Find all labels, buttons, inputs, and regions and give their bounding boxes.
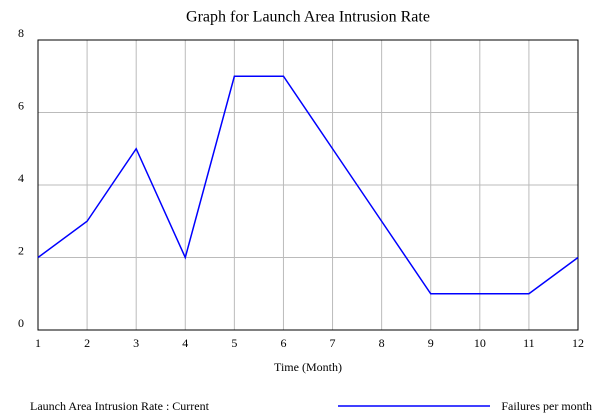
x-tick-label: 9: [428, 336, 434, 350]
x-tick-label: 2: [84, 336, 90, 350]
x-tick-label: 5: [231, 336, 237, 350]
x-tick-label: 10: [474, 336, 486, 350]
x-tick-label: 6: [280, 336, 286, 350]
y-tick-label: 8: [18, 26, 24, 40]
y-tick-label: 2: [18, 243, 24, 257]
data-line: [37, 75, 579, 295]
x-axis-label: Time (Month): [274, 360, 342, 374]
x-tick-label: 3: [133, 336, 139, 350]
y-tick-label: 0: [18, 316, 24, 330]
x-tick-label: 8: [379, 336, 385, 350]
legend-units: Failures per month: [501, 399, 592, 413]
legend-label: Launch Area Intrusion Rate : Current: [30, 399, 210, 413]
x-tick-label: 1: [35, 336, 41, 350]
x-tick-label: 12: [572, 336, 584, 350]
chart-title: Graph for Launch Area Intrusion Rate: [186, 9, 430, 26]
x-tick-label: 4: [182, 336, 188, 350]
x-tick-label: 11: [523, 336, 535, 350]
y-tick-label: 6: [18, 98, 24, 112]
y-tick-label: 4: [18, 171, 24, 185]
plot-frame: [37, 39, 579, 331]
x-tick-label: 7: [330, 336, 336, 350]
